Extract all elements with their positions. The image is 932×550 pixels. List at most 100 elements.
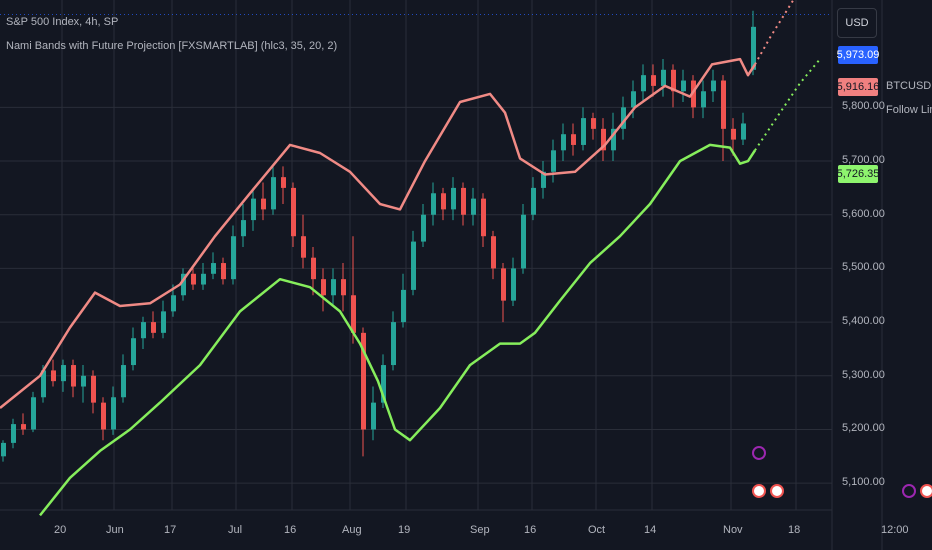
x-axis-tick-label: 16 (524, 524, 537, 536)
candle-up (171, 295, 176, 312)
x-axis-tick-label: 18 (788, 524, 801, 536)
candle-up (271, 177, 276, 210)
candle-up (641, 75, 646, 92)
currency-button[interactable]: USD (837, 8, 877, 38)
y-axis-tick-label: 5,100.00 (842, 476, 885, 489)
candle-up (541, 171, 546, 188)
candle-up (211, 263, 216, 274)
candle-down (221, 263, 226, 280)
x-axis-tick-label: 19 (398, 524, 411, 536)
y-axis-tick-label: 5,400.00 (842, 315, 885, 328)
candle-up (401, 289, 406, 323)
x-axis-tick-label: 17 (164, 524, 177, 536)
candle-down (261, 198, 266, 210)
candle-up (531, 187, 536, 215)
lightning-icon[interactable] (902, 484, 916, 498)
candle-down (151, 322, 156, 333)
candle-up (621, 107, 626, 129)
candle-up (451, 187, 456, 210)
candle-down (321, 279, 326, 296)
us-flag-icon[interactable] (920, 484, 932, 498)
candle-down (71, 365, 76, 387)
candle-down (441, 193, 446, 210)
upper-band-line (0, 57, 757, 409)
candle-up (631, 91, 636, 108)
candle-up (251, 198, 256, 221)
candle-up (161, 311, 166, 333)
y-axis-tick-label: 5,600.00 (842, 207, 885, 220)
candle-up (1, 442, 6, 457)
candle-up (561, 134, 566, 151)
candle-up (411, 241, 416, 290)
lower-band-price-label: 5,726.35 (837, 165, 879, 183)
us-flag-icon[interactable] (770, 484, 784, 498)
last-price-label: 5,973.09 (837, 46, 879, 64)
candle-down (491, 236, 496, 269)
candle-up (81, 375, 86, 387)
candle-up (521, 214, 526, 269)
candle-up (701, 91, 706, 108)
y-axis-tick-label: 5,500.00 (842, 261, 885, 274)
candle-down (191, 273, 196, 285)
candle-up (431, 193, 436, 215)
y-axis-tick-label: 5,300.00 (842, 368, 885, 381)
y-axis-tick-label: 5,800.00 (842, 100, 885, 113)
candle-up (331, 279, 336, 296)
x-axis-tick-label: Nov (723, 524, 743, 536)
x-axis-tick-label: Jun (106, 524, 124, 536)
candle-down (591, 118, 596, 129)
candle-down (691, 80, 696, 108)
indicator-legend[interactable]: Nami Bands with Future Projection [FXSMA… (6, 40, 338, 52)
us-flag-icon[interactable] (752, 484, 766, 498)
x-axis-tick-label: 20 (54, 524, 67, 536)
right-panel-indicator[interactable]: Follow Line S (886, 104, 932, 116)
x-axis-tick-label: Oct (588, 524, 606, 536)
upper-band-price-label: 5,916.16 (837, 78, 879, 96)
candle-up (11, 424, 16, 443)
candle-down (91, 375, 96, 403)
x-axis-tick-label: Aug (342, 524, 362, 536)
candle-down (311, 257, 316, 280)
x-axis-tick-label: Sep (470, 524, 490, 536)
candle-up (201, 273, 206, 285)
candle-up (121, 365, 126, 398)
x-axis-tick-label: Jul (228, 524, 243, 536)
x-axis-tick-label: 14 (644, 524, 657, 536)
candle-up (511, 268, 516, 301)
candle-up (391, 322, 396, 366)
lightning-icon[interactable] (752, 446, 766, 460)
candle-down (501, 268, 506, 301)
candle-up (61, 365, 66, 382)
candle-down (571, 134, 576, 145)
candle-up (611, 128, 616, 151)
candle-down (721, 80, 726, 129)
candle-down (281, 177, 286, 188)
candle-down (301, 236, 306, 258)
candle-down (291, 187, 296, 237)
candle-up (551, 150, 556, 172)
candle-up (661, 69, 666, 86)
candle-up (371, 402, 376, 430)
candle-up (181, 273, 186, 296)
candle-down (671, 69, 676, 92)
candle-down (341, 279, 346, 296)
candle-down (461, 187, 466, 215)
chart-legend-symbol[interactable]: S&P 500 Index, 4h, SP (6, 16, 119, 28)
candle-down (731, 128, 736, 140)
candle-up (141, 322, 146, 339)
candle-up (131, 338, 136, 366)
upper-projection-line (754, 0, 795, 65)
candle-up (711, 80, 716, 92)
candle-up (31, 397, 36, 430)
candle-up (421, 214, 426, 242)
candle-up (241, 220, 246, 237)
candle-down (601, 128, 606, 151)
candle-down (21, 424, 26, 430)
candle-down (351, 295, 356, 333)
lower-projection-line (754, 58, 821, 151)
candle-up (751, 26, 756, 70)
candle-down (51, 370, 56, 382)
right-panel-symbol[interactable]: BTCUSD, 15, (886, 80, 932, 92)
